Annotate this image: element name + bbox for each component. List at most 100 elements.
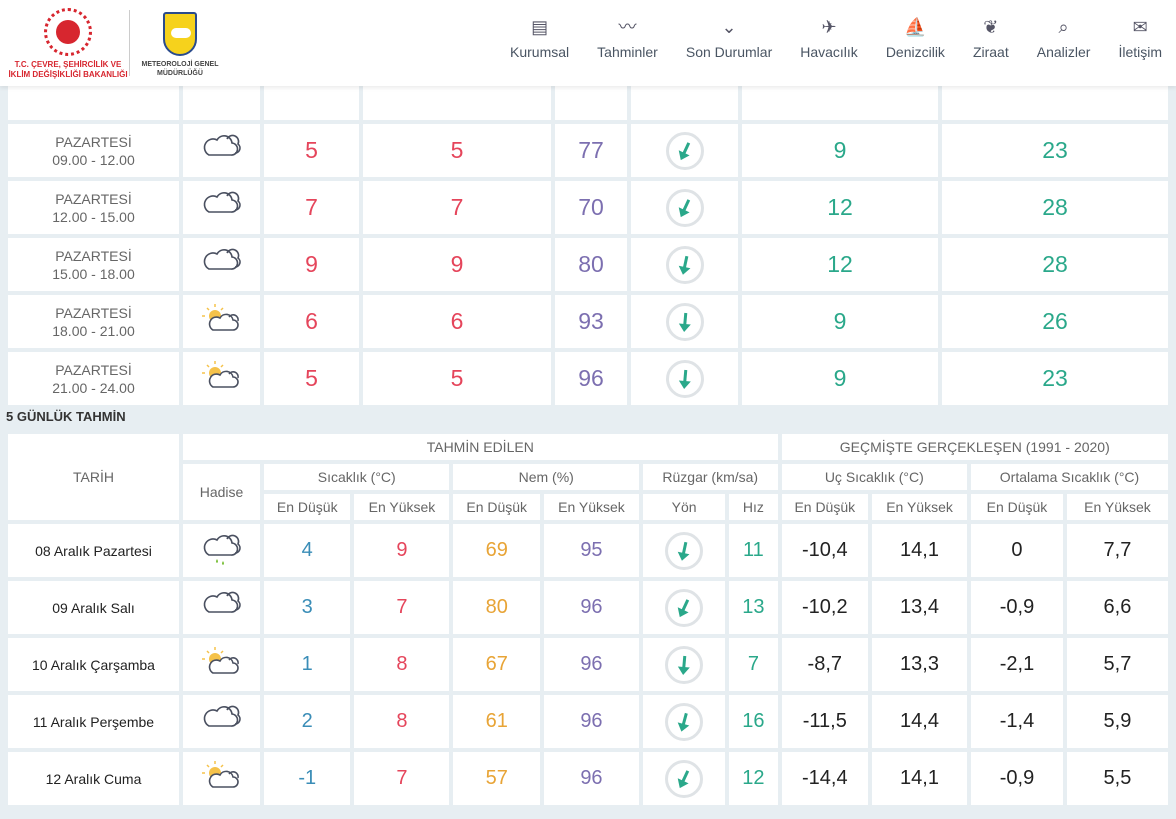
wind-speed: 9 (742, 295, 938, 348)
wind-dir-cell (631, 181, 738, 234)
col-wind-dir: Yön (642, 494, 726, 520)
nav-label: Kurumsal (510, 44, 570, 60)
humidity-low: 69 (453, 524, 540, 577)
table-row: PAZARTESİ 21.00 - 24.00 5 5 96 9 23 (8, 352, 1168, 405)
wind-speed: 7 (729, 638, 778, 691)
col-past: GEÇMİŞTE GERÇEKLEŞEN (1991 - 2020) (781, 434, 1168, 460)
nav-item-1[interactable]: 〰 Tahminler (583, 14, 672, 60)
nav-item-6[interactable]: ⌕ Analizler (1023, 14, 1105, 60)
wind-speed: 12 (729, 752, 778, 805)
weather-cell (183, 695, 260, 748)
temperature: 5 (264, 352, 359, 405)
cloudy-weather-icon (203, 705, 241, 727)
feels-like: 5 (363, 124, 551, 177)
date: 10 Aralık Çarşamba (8, 638, 179, 691)
col-avg-low: En Düşük (971, 494, 1063, 520)
date: 09 Aralık Salı (8, 581, 179, 634)
weather-cell (183, 638, 260, 691)
wind-dir-cell (642, 524, 726, 577)
col-temp-high: En Yüksek (354, 494, 450, 520)
wind-speed: 13 (729, 581, 778, 634)
extreme-high: 14,1 (872, 524, 968, 577)
wind-direction-icon (665, 188, 704, 227)
time-cell: PAZARTESİ 15.00 - 18.00 (8, 238, 179, 291)
wind-direction-icon (665, 302, 704, 341)
ministry-seal-icon (44, 8, 92, 56)
wind-direction-icon (665, 359, 704, 398)
nav-label: Son Durumlar (685, 44, 773, 60)
mgm-name: METEOROLOJİ GENEL MÜDÜRLÜĞÜ (141, 61, 219, 77)
table-row: PAZARTESİ 09.00 - 12.00 5 5 77 9 23 (8, 124, 1168, 177)
nav-item-7[interactable]: ✉ İletişim (1104, 14, 1176, 60)
feels-like: 5 (363, 352, 551, 405)
table-row: PAZARTESİ 12.00 - 15.00 7 7 70 12 28 (8, 181, 1168, 234)
humidity-high: 96 (543, 638, 639, 691)
avg-high: 7,7 (1066, 524, 1168, 577)
time-range: 21.00 - 24.00 (52, 379, 135, 396)
extreme-low: -14,4 (781, 752, 869, 805)
ministry-logo[interactable]: T.C. ÇEVRE, ŞEHİRCİLİK VE İKLİM DEĞİŞİKL… (8, 8, 128, 80)
chevron-circle-icon: ⌄ (721, 17, 737, 37)
col-hum-high: En Yüksek (543, 494, 639, 520)
col-predicted: TAHMİN EDİLEN (183, 434, 778, 460)
nav-item-4[interactable]: ⛵ Denizcilik (872, 14, 959, 60)
nav-label: Havacılık (800, 44, 858, 60)
wind-speed: 16 (729, 695, 778, 748)
temperature: 7 (264, 181, 359, 234)
extreme-high: 14,1 (872, 752, 968, 805)
avg-low: 0 (971, 524, 1063, 577)
wind-gust: 23 (942, 352, 1168, 405)
analysis-icon: ⌕ (1058, 17, 1069, 37)
temp-high: 7 (354, 581, 450, 634)
extreme-high: 14,4 (872, 695, 968, 748)
wind-direction-icon (665, 588, 704, 627)
wind-direction-icon (665, 759, 704, 798)
time-cell: PAZARTESİ 12.00 - 15.00 (8, 181, 179, 234)
date: 12 Aralık Cuma (8, 752, 179, 805)
day-label: PAZARTESİ (55, 304, 132, 321)
wind-direction-icon (665, 645, 704, 684)
partly-sunny-weather-icon (201, 761, 239, 788)
nav-item-3[interactable]: ✈ Havacılık (786, 14, 872, 60)
avg-high: 6,6 (1066, 581, 1168, 634)
feels-like: 9 (363, 238, 551, 291)
nav-item-0[interactable]: ▤ Kurumsal (496, 14, 583, 60)
extreme-low: -8,7 (781, 638, 869, 691)
humidity-low: 67 (453, 638, 540, 691)
wind-speed: 11 (729, 524, 778, 577)
humidity: 96 (555, 352, 627, 405)
humidity: 77 (555, 124, 627, 177)
humidity-high: 95 (543, 524, 639, 577)
feels-like: 7 (363, 181, 551, 234)
table-row: 09 Aralık Salı 3 7 80 96 13 -10,2 13,4 -0,9 6,6 (8, 581, 1168, 634)
wind-direction-icon (665, 702, 704, 741)
weather-cell (183, 124, 260, 177)
temperature: 5 (264, 124, 359, 177)
date: 11 Aralık Perşembe (8, 695, 179, 748)
extreme-low: -11,5 (781, 695, 869, 748)
temp-high: 9 (354, 524, 450, 577)
weather-cell (183, 238, 260, 291)
col-extreme-low: En Düşük (781, 494, 869, 520)
nav-item-2[interactable]: ⌄ Son Durumlar (672, 14, 786, 60)
weather-cell (183, 181, 260, 234)
five-day-forecast-table: TARİH TAHMİN EDİLEN GEÇMİŞTE GERÇEKLEŞEN… (4, 430, 1172, 809)
wind-gust: 28 (942, 238, 1168, 291)
wind-dir-cell (631, 124, 738, 177)
nav-label: İletişim (1118, 44, 1162, 60)
ministry-name: T.C. ÇEVRE, ŞEHİRCİLİK VE İKLİM DEĞİŞİKL… (8, 60, 128, 79)
table-row: 12 Aralık Cuma -1 7 57 96 12 -14,4 14,1 -0,9 5,… (8, 752, 1168, 805)
nav-label: Ziraat (972, 44, 1009, 60)
nav-item-5[interactable]: ❦ Ziraat (959, 14, 1023, 60)
day-label: PAZARTESİ (55, 190, 132, 207)
mgm-logo[interactable]: METEOROLOJİ GENEL MÜDÜRLÜĞÜ (140, 12, 220, 78)
hourly-forecast-table: PAZARTESİ 09.00 - 12.00 5 5 77 9 23 PAZAR… (4, 63, 1172, 409)
weather-cell (183, 295, 260, 348)
humidity: 80 (555, 238, 627, 291)
nav-label: Analizler (1036, 44, 1091, 60)
avg-low: -1,4 (971, 695, 1063, 748)
cloudy-weather-icon (203, 191, 241, 213)
extreme-high: 13,3 (872, 638, 968, 691)
wind-direction-icon (665, 131, 704, 170)
time-cell: PAZARTESİ 18.00 - 21.00 (8, 295, 179, 348)
